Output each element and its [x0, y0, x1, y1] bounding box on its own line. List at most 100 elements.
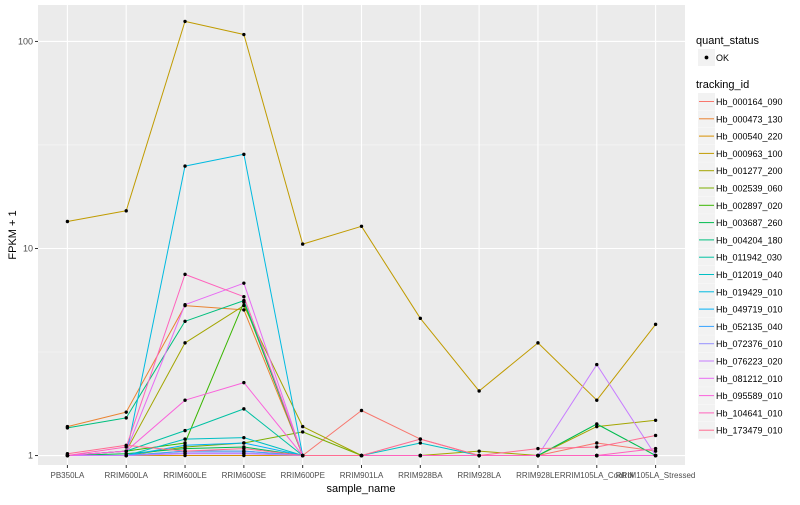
legend-item: Hb_049719_010 — [698, 300, 783, 318]
data-points — [65, 19, 658, 458]
legend-label: Hb_095589_010 — [716, 391, 783, 401]
legend-item: Hb_000963_100 — [698, 144, 783, 162]
legend-label: Hb_019429_010 — [716, 287, 783, 297]
data-point — [183, 443, 187, 448]
data-point — [300, 453, 305, 458]
x-tick-label: RRIM600SE — [222, 471, 266, 480]
legend-label: Hb_052135_040 — [716, 322, 783, 332]
x-axis: PB350LA RRIM600LA RRIM600LE RRIM600SE RRIM60… — [51, 465, 696, 480]
y-axis-title: FPKM + 1 — [7, 210, 19, 259]
data-point — [359, 408, 364, 413]
legend-label: Hb_072376_010 — [716, 339, 783, 349]
legend-label: Hb_012019_040 — [716, 270, 783, 280]
data-point — [653, 322, 658, 327]
data-point — [595, 445, 599, 449]
shape-legend-point — [704, 55, 709, 60]
x-tick-label: RRIM600LE — [163, 471, 207, 480]
data-point — [124, 209, 128, 213]
x-tick-label: RRIM105LA_Control — [560, 471, 634, 480]
color-legend-items: Hb_000164_090 Hb_000473_130 Hb_000540_220 H… — [698, 93, 783, 439]
data-point — [183, 164, 187, 168]
data-point — [242, 308, 246, 312]
data-point — [65, 452, 70, 456]
data-point — [65, 219, 70, 224]
legend-item: Hb_012019_040 — [698, 266, 783, 283]
data-point — [183, 272, 187, 277]
data-point — [418, 441, 423, 445]
legend-label: Hb_001277_200 — [716, 166, 783, 176]
data-point — [242, 380, 246, 385]
legend: quant_status OK tracking_id Hb_000164_09… — [696, 35, 783, 439]
data-point — [653, 418, 658, 422]
data-point — [418, 316, 423, 321]
data-point — [242, 32, 246, 37]
data-point — [653, 449, 658, 453]
data-point — [418, 453, 423, 458]
data-point — [300, 430, 305, 434]
data-point — [242, 281, 246, 285]
x-tick-label: RRIM600PE — [280, 471, 324, 480]
x-axis-title: sample_name — [326, 483, 395, 495]
x-tick-label: RRIM105LA_Stressed — [616, 471, 696, 480]
data-point — [242, 446, 246, 451]
legend-item: Hb_173479_010 — [698, 421, 783, 439]
data-point — [477, 453, 481, 458]
data-point — [359, 224, 364, 228]
legend-label: Hb_002897_020 — [716, 201, 783, 211]
legend-label: Hb_003687_260 — [716, 218, 783, 228]
legend-label: Hb_004204_180 — [716, 235, 783, 245]
x-tick-label: PB350LA — [51, 471, 85, 480]
data-point — [477, 449, 481, 453]
color-legend-title: tracking_id — [696, 79, 749, 91]
data-point — [124, 443, 128, 448]
legend-item: Hb_019429_010 — [698, 283, 783, 301]
data-point — [653, 453, 658, 458]
data-point — [183, 428, 187, 433]
data-point — [242, 441, 246, 445]
data-point — [595, 422, 599, 426]
x-tick-label: RRIM600LA — [104, 471, 148, 480]
legend-item: Hb_003687_260 — [698, 214, 783, 232]
data-point — [183, 303, 187, 307]
x-tick-label: RRIM928LE — [516, 471, 560, 480]
legend-item: Hb_052135_040 — [698, 317, 783, 335]
data-point — [595, 441, 599, 445]
y-tick-label: 1 — [28, 451, 33, 461]
legend-label: Hb_173479_010 — [716, 426, 783, 436]
data-point — [183, 446, 187, 451]
data-point — [595, 398, 599, 402]
legend-label: Hb_000963_100 — [716, 149, 783, 159]
data-point — [477, 389, 481, 393]
data-point — [653, 446, 658, 451]
data-point — [653, 433, 658, 438]
legend-label: Hb_000540_220 — [716, 132, 783, 142]
legend-item: Hb_011942_030 — [698, 248, 782, 266]
data-point — [359, 453, 364, 458]
legend-item: Hb_001277_200 — [698, 162, 783, 180]
legend-label: Hb_011942_030 — [716, 253, 782, 263]
data-point — [595, 362, 599, 367]
data-point — [595, 424, 599, 429]
data-point — [124, 416, 128, 420]
legend-label: Hb_081212_010 — [716, 374, 783, 384]
legend-label: Hb_104641_010 — [716, 408, 783, 418]
data-point — [242, 407, 246, 411]
y-tick-label: 100 — [18, 36, 33, 46]
shape-legend-label: OK — [716, 53, 729, 63]
legend-label: Hb_076223_020 — [716, 357, 783, 367]
data-point — [183, 449, 187, 453]
legend-item: Hb_095589_010 — [698, 387, 783, 405]
data-point — [242, 303, 246, 308]
y-tick-label: 10 — [23, 243, 33, 253]
legend-label: Hb_000473_130 — [716, 114, 783, 124]
x-tick-label: RRIM901LA — [340, 471, 384, 480]
legend-label: Hb_000164_090 — [716, 97, 783, 107]
data-point — [183, 452, 187, 456]
data-point — [183, 441, 187, 445]
legend-label: Hb_049719_010 — [716, 305, 783, 315]
shape-legend-title: quant_status — [696, 35, 759, 47]
data-point — [124, 449, 128, 453]
data-point — [183, 437, 187, 441]
data-point — [124, 410, 128, 414]
